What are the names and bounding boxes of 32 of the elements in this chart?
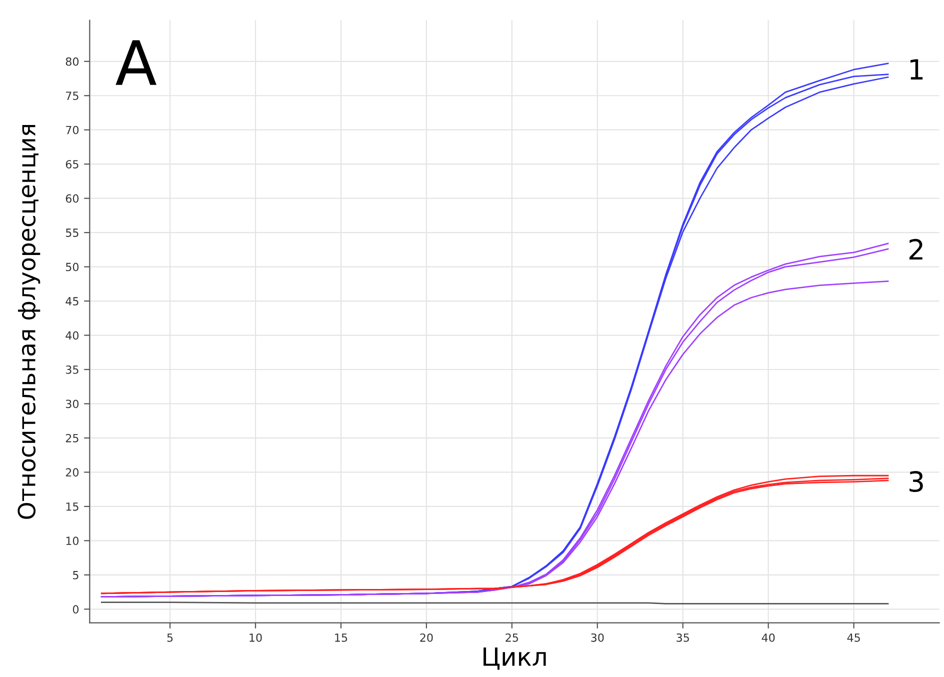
y-tick-label: 35 — [66, 365, 78, 374]
x-tick-label: 45 — [847, 634, 860, 642]
y-tick-label: 15 — [66, 502, 78, 511]
y-tick-label: 75 — [66, 92, 78, 100]
y-tick-label: 5 — [73, 571, 78, 580]
x-tick-label: 35 — [676, 633, 689, 642]
y-tick-label: 10 — [66, 536, 79, 546]
y-tick-label: 25 — [66, 434, 78, 442]
x-tick-label: 25 — [506, 633, 518, 642]
annotation: 3 — [910, 471, 923, 492]
x-tick-label: 40 — [762, 633, 775, 642]
x-tick-label: 15 — [335, 634, 348, 642]
y-tick-label: 0 — [72, 605, 79, 614]
x-tick-label: 30 — [591, 633, 604, 642]
y-tick-label: 45 — [66, 297, 78, 306]
y-tick-label: 80 — [66, 57, 79, 66]
x-tick-label: 5 — [167, 634, 173, 642]
x-tick-label: 10 — [250, 633, 262, 642]
y-tick-label: 65 — [66, 160, 78, 168]
y-axis-title: Относительная флуоресценция — [18, 124, 40, 519]
y-tick-label: 20 — [66, 468, 79, 477]
y-tick-label: 30 — [66, 400, 79, 408]
x-tick-label: 20 — [420, 633, 433, 642]
y-tick-label: 40 — [66, 331, 79, 340]
y-tick-label: 50 — [66, 262, 79, 272]
y-tick-label: 55 — [66, 228, 78, 237]
annotation: A — [116, 40, 156, 85]
annotation: 1 — [910, 59, 923, 80]
y-tick-label: 70 — [66, 126, 79, 134]
x-axis-title: Цикл — [484, 648, 546, 670]
y-tick-label: 60 — [66, 194, 79, 203]
annotation: 2 — [909, 238, 922, 260]
